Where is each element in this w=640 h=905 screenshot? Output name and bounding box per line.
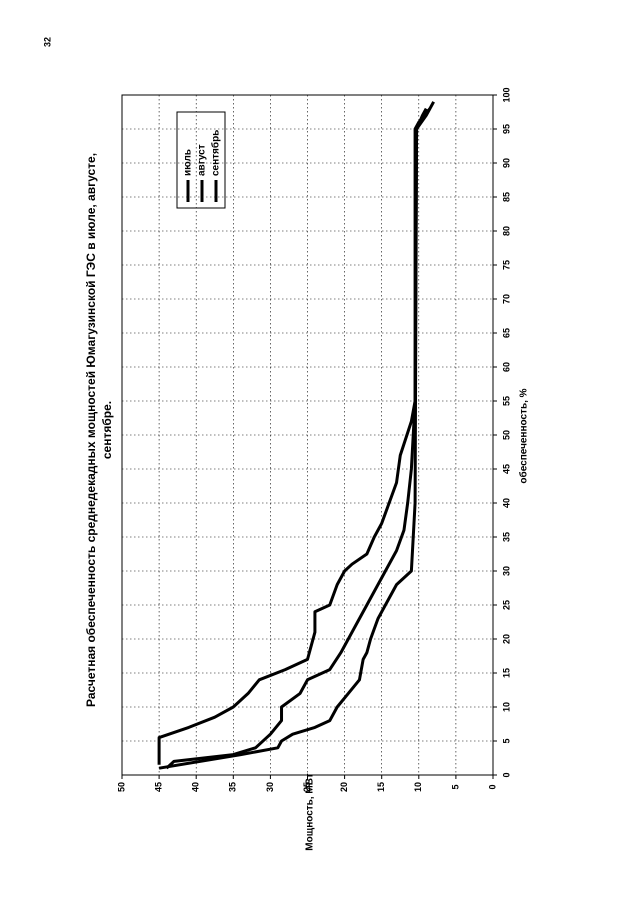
x-tick-label: 100 bbox=[501, 87, 511, 102]
x-tick-label: 75 bbox=[501, 260, 511, 270]
x-tick-label: 5 bbox=[501, 738, 511, 743]
x-tick-label: 10 bbox=[501, 702, 511, 712]
y-tick-label: 50 bbox=[116, 782, 126, 792]
x-tick-label: 40 bbox=[501, 498, 511, 508]
chart-title: сентябре. bbox=[100, 401, 114, 459]
y-tick-label: 30 bbox=[265, 782, 275, 792]
y-tick-label: 15 bbox=[376, 782, 386, 792]
y-tick-label: 0 bbox=[487, 784, 497, 789]
y-tick-label: 45 bbox=[153, 782, 163, 792]
y-tick-label: 40 bbox=[191, 782, 201, 792]
x-tick-label: 85 bbox=[501, 192, 511, 202]
y-tick-label: 5 bbox=[450, 784, 460, 789]
legend-label: сентябрь bbox=[210, 130, 222, 176]
y-tick-label: 35 bbox=[228, 782, 238, 792]
legend: июль август сентябрь bbox=[176, 111, 226, 209]
legend-label: июль bbox=[183, 149, 194, 176]
page-number: 32 bbox=[42, 37, 52, 47]
data-line bbox=[158, 101, 435, 770]
data-line bbox=[165, 107, 428, 770]
x-tick-label: 60 bbox=[501, 362, 511, 372]
x-tick-label: 30 bbox=[501, 566, 511, 576]
x-tick-label: 65 bbox=[501, 328, 511, 338]
x-tick-label: 50 bbox=[501, 430, 511, 440]
y-axis-label: Мощность, МВт bbox=[305, 773, 316, 850]
x-tick-label: 80 bbox=[501, 226, 511, 236]
y-tick-label: 20 bbox=[339, 782, 349, 792]
x-tick-label: 0 bbox=[501, 772, 511, 777]
x-tick-label: 45 bbox=[501, 464, 511, 474]
x-tick-label: 70 bbox=[501, 294, 511, 304]
x-tick-label: 90 bbox=[501, 158, 511, 168]
x-tick-label: 55 bbox=[501, 396, 511, 406]
x-tick-label: 25 bbox=[501, 600, 511, 610]
data-line bbox=[157, 107, 432, 765]
legend-label: август bbox=[197, 144, 208, 176]
y-tick-label: 25 bbox=[302, 782, 312, 792]
x-tick-label: 95 bbox=[501, 124, 511, 134]
x-tick-label: 15 bbox=[501, 668, 511, 678]
x-tick-label: 35 bbox=[501, 532, 511, 542]
chart-title: Расчетная обеспеченность среднедекадных … bbox=[84, 153, 98, 707]
y-tick-label: 10 bbox=[413, 782, 423, 792]
x-axis-label: обеспеченность, % bbox=[518, 388, 530, 483]
x-tick-label: 20 bbox=[501, 634, 511, 644]
